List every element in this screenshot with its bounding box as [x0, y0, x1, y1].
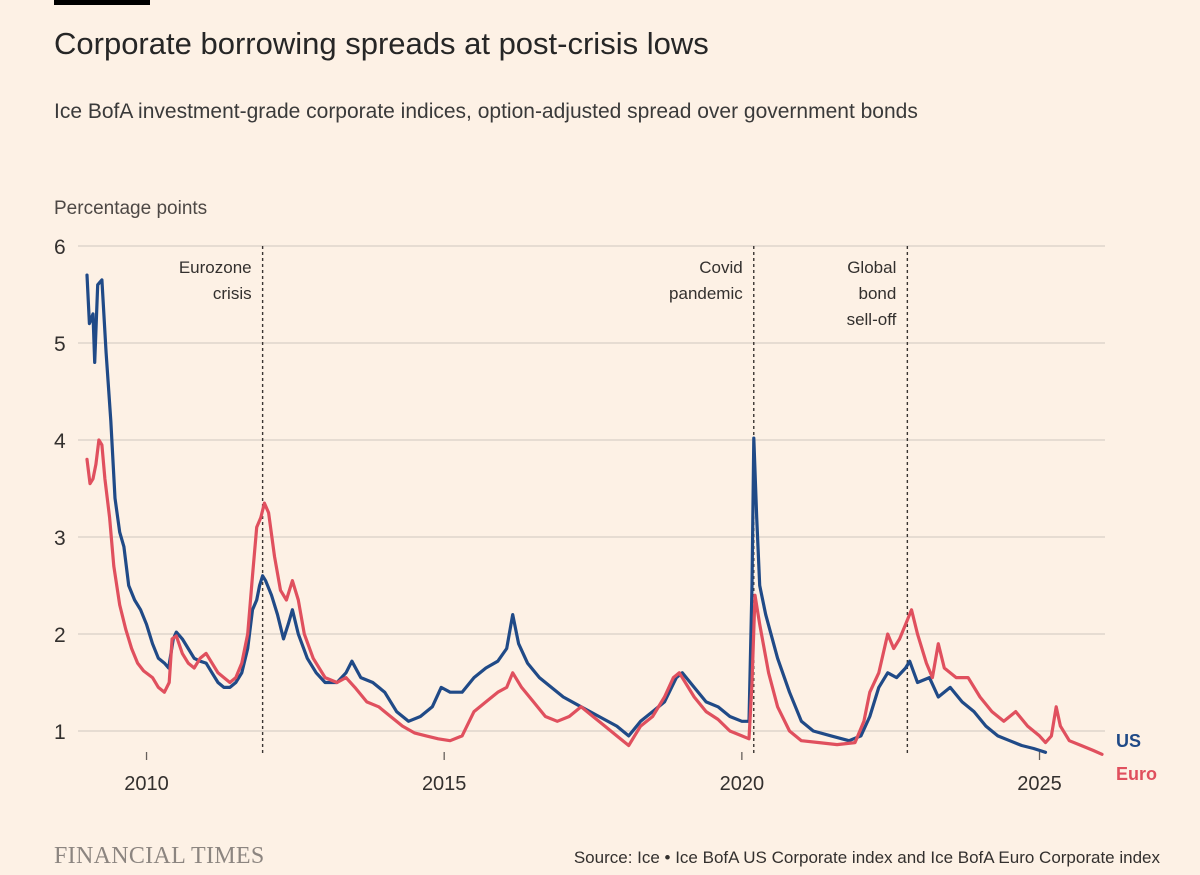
y-tick-label-6: 6 — [54, 236, 66, 259]
legend-label-euro: Euro — [1116, 764, 1157, 784]
annotation-label-2-0: Global — [847, 258, 896, 277]
source-note: Source: Ice • Ice BofA US Corporate inde… — [573, 848, 1160, 867]
ft-logo: FINANCIAL TIMES — [54, 843, 265, 869]
legend-label-us: US — [1116, 731, 1141, 751]
annotation-label-0-1: crisis — [213, 284, 252, 303]
y-tick-label-1: 1 — [54, 721, 66, 744]
annotation-label-1-0: Covid — [699, 258, 742, 277]
annotation-label-0-0: Eurozone — [179, 258, 252, 277]
chart-subtitle: Ice BofA investment-grade corporate indi… — [54, 100, 918, 123]
brand-top-bar — [54, 0, 150, 5]
annotation-label-1-1: pandemic — [669, 284, 743, 303]
x-tick-label-2025: 2025 — [1017, 773, 1062, 795]
y-axis-label: Percentage points — [54, 198, 208, 219]
x-tick-label-2010: 2010 — [124, 773, 169, 795]
x-tick-label-2020: 2020 — [720, 773, 765, 795]
chart-title: Corporate borrowing spreads at post-cris… — [54, 26, 709, 61]
annotation-label-2-2: sell-off — [847, 310, 897, 329]
y-tick-label-2: 2 — [54, 624, 66, 647]
x-tick-label-2015: 2015 — [422, 773, 467, 795]
y-tick-label-4: 4 — [54, 430, 66, 453]
annotation-label-2-1: bond — [859, 284, 897, 303]
y-tick-label-5: 5 — [54, 333, 66, 356]
y-tick-label-3: 3 — [54, 527, 66, 550]
series-line-euro — [85, 438, 1104, 756]
